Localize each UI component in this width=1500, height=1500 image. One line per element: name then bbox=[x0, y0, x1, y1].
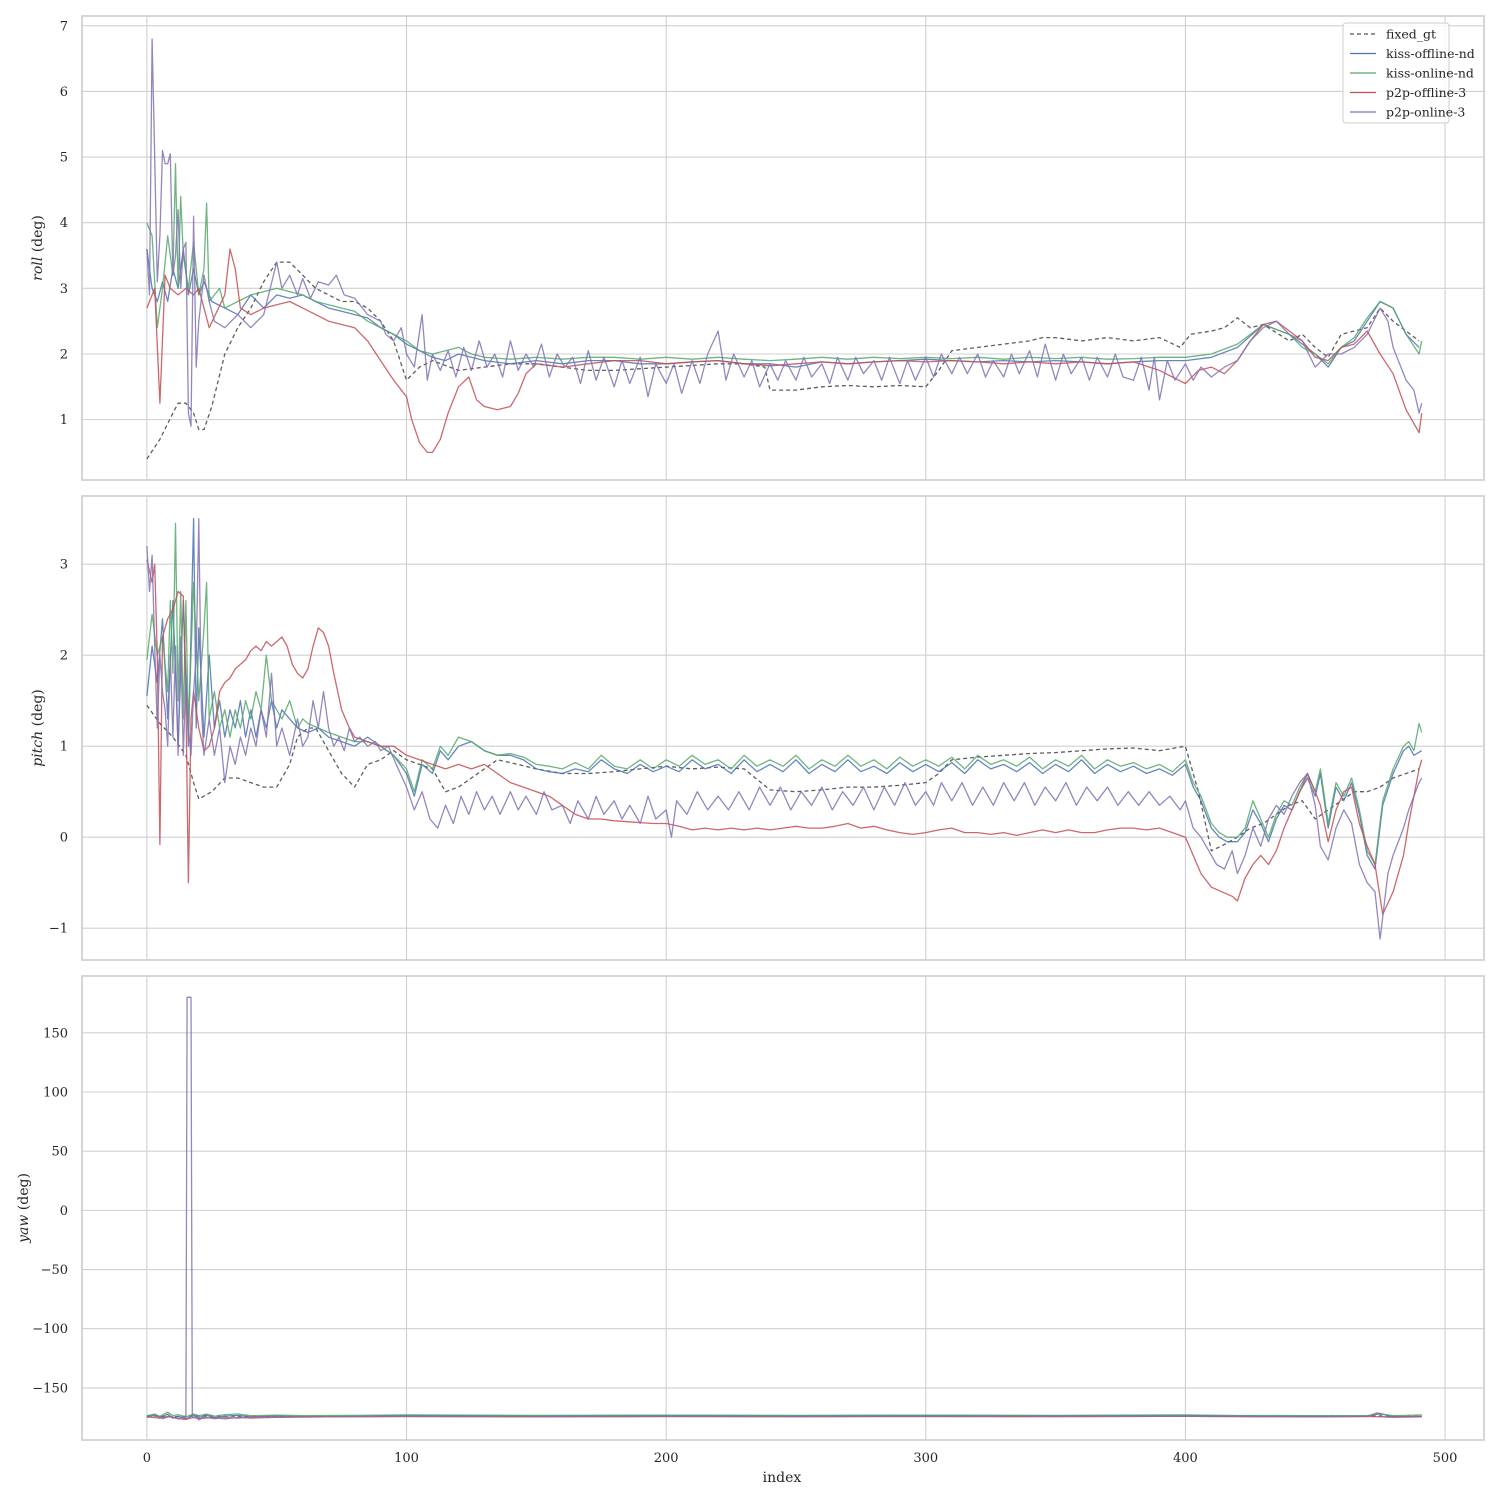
series-line-p2p-offline-3-pitch bbox=[146, 559, 1423, 916]
series-line-p2p-online-3-pitch bbox=[146, 518, 1423, 940]
x-tick-label: 500 bbox=[1433, 1451, 1458, 1466]
x-axis-label: index bbox=[763, 1470, 802, 1486]
x-tick-label: 300 bbox=[913, 1451, 938, 1466]
legend-label: p2p-online-3 bbox=[1386, 105, 1465, 120]
pitch-axis-label: pitch (deg) bbox=[30, 689, 46, 767]
series-line-kiss-online-nd-pitch bbox=[146, 522, 1423, 866]
y-axis-unit: (deg) bbox=[16, 1173, 32, 1215]
legend-label: p2p-offline-3 bbox=[1386, 85, 1466, 100]
series-line-kiss-offline-nd-roll bbox=[146, 248, 1420, 368]
x-tick-label: 200 bbox=[654, 1451, 679, 1466]
y-tick-label: −150 bbox=[32, 1381, 68, 1396]
series-line-kiss-online-nd-yaw bbox=[146, 1411, 1422, 1418]
yaw-panel: −150 −100 −50 0 50 100 150 0 100 200 300 400 500 yaw … bbox=[16, 975, 1485, 1466]
y-axis-unit: (deg) bbox=[30, 215, 46, 257]
y-tick-label: 3 bbox=[60, 282, 68, 297]
x-tick-label: 100 bbox=[394, 1451, 419, 1466]
y-axis-variable: pitch bbox=[30, 731, 46, 767]
plot-frame bbox=[81, 975, 1485, 1441]
legend-label: kiss-online-nd bbox=[1386, 66, 1474, 81]
y-axis-variable: yaw bbox=[16, 1215, 32, 1244]
pitch-panel: −1 0 1 2 3 pitch (deg) bbox=[30, 495, 1485, 961]
y-tick-label: 150 bbox=[43, 1026, 68, 1041]
series-line-p2p-online-3-yaw bbox=[146, 996, 1422, 1421]
y-axis-variable: roll bbox=[30, 257, 46, 281]
legend-label: fixed_gt bbox=[1386, 27, 1436, 42]
y-tick-label: −50 bbox=[41, 1263, 68, 1278]
roll-axis-label: roll (deg) bbox=[30, 215, 46, 281]
y-tick-label: 4 bbox=[60, 216, 68, 231]
x-tick-label: 0 bbox=[143, 1451, 151, 1466]
y-tick-label: −1 bbox=[49, 922, 68, 937]
y-tick-label: 1 bbox=[60, 740, 68, 755]
y-tick-label: −100 bbox=[32, 1322, 68, 1337]
y-tick-label: 100 bbox=[43, 1086, 68, 1101]
series-line-kiss-online-nd-roll bbox=[146, 163, 1423, 365]
series-line-p2p-online-3-roll bbox=[146, 38, 1423, 427]
legend-label: kiss-offline-nd bbox=[1386, 46, 1475, 61]
x-tick-label: 400 bbox=[1173, 1451, 1198, 1466]
y-tick-label: 7 bbox=[60, 19, 68, 34]
y-tick-label: 50 bbox=[51, 1145, 68, 1160]
yaw-axis-label: yaw (deg) bbox=[16, 1173, 32, 1244]
roll-panel: 1 2 3 4 5 6 7 roll (deg) fixed_gt kiss-offline-nd… bbox=[30, 15, 1485, 481]
y-tick-label: 2 bbox=[60, 649, 68, 664]
plot-frame bbox=[81, 15, 1485, 481]
y-tick-label: 0 bbox=[60, 831, 68, 846]
series-line-kiss-offline-nd-pitch bbox=[146, 518, 1423, 870]
legend-box bbox=[1342, 22, 1450, 124]
y-tick-label: 3 bbox=[60, 558, 68, 573]
y-axis-unit: (deg) bbox=[30, 689, 46, 731]
plot-frame bbox=[81, 495, 1485, 961]
y-tick-label: 1 bbox=[60, 413, 68, 428]
series-line-fixed_gt-pitch bbox=[146, 704, 1420, 852]
y-tick-label: 5 bbox=[60, 151, 68, 166]
legend: fixed_gt kiss-offline-nd kiss-online-nd p2p… bbox=[1342, 22, 1475, 124]
y-tick-label: 6 bbox=[60, 85, 68, 100]
y-tick-label: 0 bbox=[60, 1204, 68, 1219]
y-tick-label: 2 bbox=[60, 347, 68, 362]
